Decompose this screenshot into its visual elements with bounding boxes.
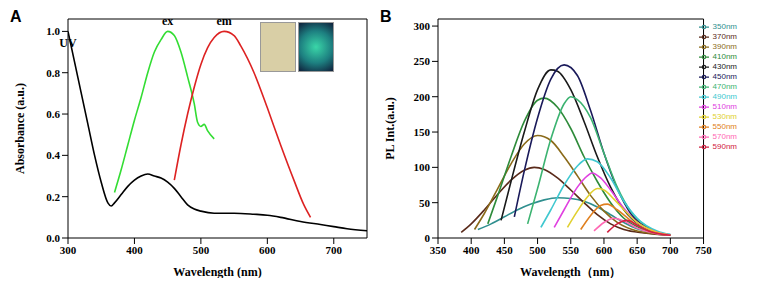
html-text:470nm: 470nm [712,82,737,92]
svg-text:300: 300 [60,244,77,256]
html-text:430nm: 430nm [712,62,737,72]
html-text:390nm: 390nm [712,42,737,52]
svg-text:1.0: 1.0 [46,25,60,38]
svg-text:250: 250 [414,55,431,67]
svg-text:UV: UV [59,36,77,50]
html-text:350nm: 350nm [712,22,737,32]
svg-text:0.0: 0.0 [46,232,60,244]
html-text:590nm: 590nm [712,142,737,152]
svg-text:600: 600 [596,244,613,256]
svg-text:PL Int.(a.u.): PL Int.(a.u.) [383,97,397,160]
svg-text:Wavelength (nm): Wavelength (nm) [173,265,261,278]
svg-text:0.8: 0.8 [46,67,60,79]
svg-text:550: 550 [563,244,580,256]
svg-text:350: 350 [430,244,447,256]
svg-text:Wavelength（nm）: Wavelength（nm） [520,265,621,278]
svg-text:0.4: 0.4 [46,149,60,161]
svg-text:700: 700 [326,244,343,256]
html-text:510nm: 510nm [712,102,737,112]
html-text:370nm: 370nm [712,32,737,42]
svg-text:750: 750 [695,244,712,256]
svg-text:300: 300 [414,20,431,32]
svg-text:200: 200 [414,91,431,103]
svg-text:Absorbance (a.u.): Absorbance (a.u.) [13,83,27,174]
html-text:490nm: 490nm [712,92,737,102]
svg-text:100: 100 [414,161,431,173]
svg-text:650: 650 [629,244,646,256]
html-text:410nm: 410nm [712,52,737,62]
html-text:530nm: 530nm [712,112,737,122]
svg-text:0.6: 0.6 [46,108,60,120]
html-text:450nm: 450nm [712,72,737,82]
svg-text:500: 500 [529,244,546,256]
svg-text:0.2: 0.2 [46,191,60,203]
svg-text:450: 450 [496,244,513,256]
html-text:570nm: 570nm [712,132,737,142]
svg-text:400: 400 [126,244,143,256]
svg-text:50: 50 [419,197,431,209]
svg-text:0: 0 [425,232,431,244]
svg-text:em: em [216,14,231,28]
html-text:A: A [10,8,22,25]
svg-text:400: 400 [463,244,480,256]
html-text:B: B [380,8,392,25]
svg-text:500: 500 [193,244,210,256]
html-text:550nm: 550nm [712,122,737,132]
svg-text:150: 150 [414,126,431,138]
svg-text:600: 600 [259,244,276,256]
svg-text:ex: ex [162,14,173,28]
svg-text:700: 700 [662,244,679,256]
